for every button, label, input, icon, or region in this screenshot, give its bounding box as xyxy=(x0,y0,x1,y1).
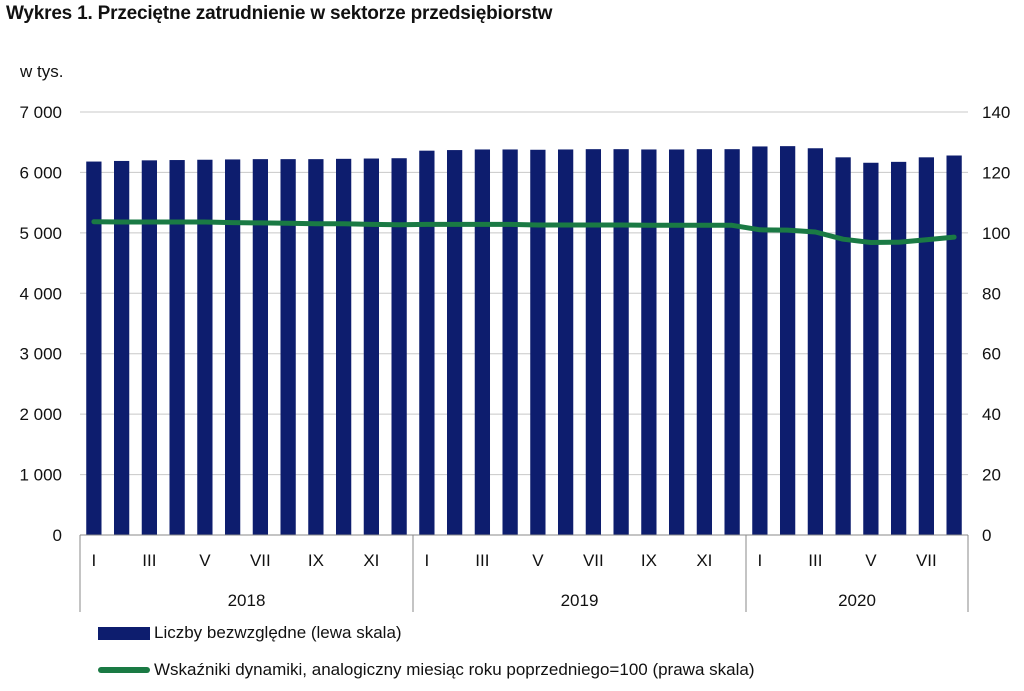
bar xyxy=(446,150,463,535)
bar xyxy=(113,160,130,535)
bar xyxy=(890,161,907,535)
bar xyxy=(308,159,324,536)
left-axis-tick: 5 000 xyxy=(19,224,62,243)
bar xyxy=(363,158,380,535)
bar xyxy=(835,157,851,536)
legend-swatch-line xyxy=(98,667,150,673)
month-tick: I xyxy=(92,551,97,570)
bar xyxy=(613,149,629,535)
month-tick: XI xyxy=(696,551,712,570)
left-axis-tick: 3 000 xyxy=(19,345,62,364)
bar xyxy=(391,158,407,536)
right-axis-tick: 40 xyxy=(982,405,1001,424)
left-axis-tick: 2 000 xyxy=(19,405,62,424)
year-label: 2020 xyxy=(838,591,876,610)
month-tick: IX xyxy=(641,551,657,570)
month-tick: V xyxy=(199,551,211,570)
bar xyxy=(724,149,740,535)
year-label: 2018 xyxy=(228,591,266,610)
left-axis-tick: 6 000 xyxy=(19,163,62,182)
month-tick: I xyxy=(425,551,430,570)
right-axis-tick: 80 xyxy=(982,284,1001,303)
bar xyxy=(557,149,574,536)
month-tick: VII xyxy=(583,551,604,570)
bar xyxy=(86,161,102,535)
month-tick: III xyxy=(142,551,156,570)
legend-label-line: Wskaźniki dynamiki, analogiczny miesiąc … xyxy=(154,660,755,679)
legend-item-line: Wskaźniki dynamiki, analogiczny miesiąc … xyxy=(98,660,754,680)
left-axis-unit: w tys. xyxy=(20,62,64,81)
month-tick: XI xyxy=(363,551,379,570)
bar xyxy=(863,162,879,535)
month-tick: V xyxy=(865,551,877,570)
month-tick: IX xyxy=(308,551,324,570)
month-tick: VII xyxy=(250,551,271,570)
year-label: 2019 xyxy=(561,591,599,610)
right-axis-tick: 140 xyxy=(982,103,1010,122)
bar xyxy=(807,148,824,535)
legend-item-bars: Liczby bezwzględne (lewa skala) xyxy=(98,623,402,643)
bar xyxy=(169,160,185,535)
legend-label-bars: Liczby bezwzględne (lewa skala) xyxy=(154,623,402,642)
right-axis-tick: 120 xyxy=(982,163,1010,182)
right-axis-tick: 0 xyxy=(982,526,991,545)
legend-swatch-bars xyxy=(98,626,150,640)
left-axis-tick: 4 000 xyxy=(19,284,62,303)
month-tick: I xyxy=(758,551,763,570)
left-axis-tick: 7 000 xyxy=(19,103,62,122)
bar xyxy=(530,149,546,535)
bar xyxy=(197,159,213,535)
bar xyxy=(141,160,158,536)
right-axis-tick: 60 xyxy=(982,345,1001,364)
right-axis-tick: 20 xyxy=(982,466,1001,485)
month-tick: V xyxy=(532,551,544,570)
left-axis-tick: 0 xyxy=(53,526,62,545)
bar xyxy=(335,158,352,535)
bar xyxy=(918,157,935,536)
bar xyxy=(946,155,962,535)
month-tick: III xyxy=(808,551,822,570)
bar xyxy=(474,149,491,536)
right-axis-tick: 100 xyxy=(982,224,1010,243)
month-tick: III xyxy=(475,551,489,570)
bar xyxy=(419,150,435,535)
bar xyxy=(696,149,713,535)
bar xyxy=(668,149,685,536)
dynamics-line xyxy=(91,219,957,245)
bar xyxy=(752,146,768,536)
bar xyxy=(641,149,657,536)
month-tick: VII xyxy=(916,551,937,570)
left-axis-tick: 1 000 xyxy=(19,466,62,485)
bar xyxy=(585,149,602,535)
bar xyxy=(224,159,241,535)
bar xyxy=(502,149,518,536)
bar xyxy=(280,159,296,536)
bar xyxy=(779,146,796,535)
chart-title: Wykres 1. Przeciętne zatrudnienie w sekt… xyxy=(6,3,553,24)
bar xyxy=(252,159,269,536)
